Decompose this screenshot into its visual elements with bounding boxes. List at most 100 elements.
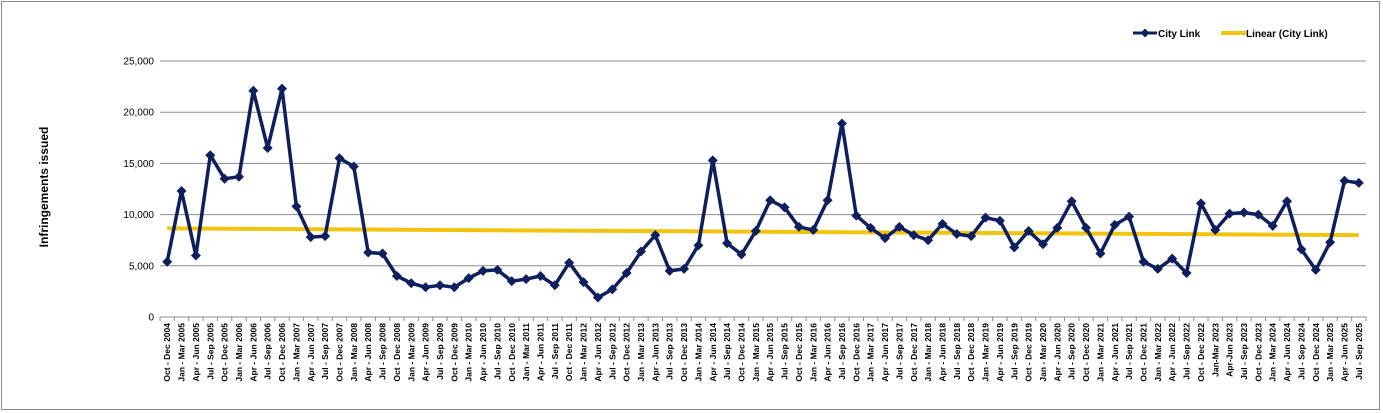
- data-point: [277, 83, 288, 94]
- x-tick-label: Jan - Mar 2007: [291, 323, 301, 382]
- data-point: [1253, 209, 1264, 220]
- y-axis-ticks: 0 5,000 10,000 15,000 20,000 25,000: [123, 57, 154, 324]
- x-tick-label: Jul - Sep 2015: [780, 323, 790, 380]
- x-tick-label: Jan - Mar 2018: [923, 323, 933, 382]
- x-tick-label: Jan - Mar 2017: [866, 323, 876, 382]
- data-point: [679, 263, 690, 274]
- data-point: [822, 195, 833, 206]
- data-point: [420, 282, 431, 293]
- x-tick-label: Oct - Dec 2019: [1024, 323, 1034, 382]
- y-tick-label: 15,000: [123, 159, 154, 170]
- x-tick-label: Jul - Sep 2022: [1182, 323, 1192, 380]
- x-tick-label: Jul - Sep 2021: [1124, 323, 1134, 380]
- x-tick-label: Jul - Sep 2010: [492, 323, 502, 380]
- data-point: [1066, 196, 1077, 207]
- y-tick-label: 5,000: [129, 261, 154, 272]
- x-tick-label: Apr - Jun 2006: [248, 323, 258, 382]
- data-point: [1095, 248, 1106, 259]
- legend-city-link-marker: [1140, 28, 1150, 38]
- data-point: [1339, 175, 1350, 186]
- x-tick-label: Apr - Jun 2021: [1110, 323, 1120, 382]
- x-tick-label: Apr-Jun 2023: [1225, 323, 1235, 377]
- data-point: [449, 282, 460, 293]
- y-tick-label: 0: [148, 313, 154, 324]
- x-tick-label: Jul - Sep 2013: [665, 323, 675, 380]
- data-point: [1052, 222, 1063, 233]
- x-tick-label: Oct - Dec 2021: [1138, 323, 1148, 382]
- data-point: [219, 173, 230, 184]
- data-point: [1009, 242, 1020, 253]
- data-point: [1210, 224, 1221, 235]
- data-point: [434, 280, 445, 291]
- x-tick-label: Jan - Mar 2006: [234, 323, 244, 382]
- x-tick-label: Oct - Dec 2007: [334, 323, 344, 382]
- x-tick-label: Jul - Sep 2023: [1239, 323, 1249, 380]
- x-tick-label: Jan - Mar 2010: [464, 323, 474, 382]
- x-tick-label: Jan-Mar 2023: [1210, 323, 1220, 377]
- data-point: [650, 230, 661, 241]
- data-point: [492, 264, 503, 275]
- x-tick-label: Jan - Mar 2005: [177, 323, 187, 382]
- x-tick-label: Oct - Dec 2005: [220, 323, 230, 382]
- data-point: [722, 238, 733, 249]
- x-tick-label: Oct - Dec 2013: [679, 323, 689, 382]
- trendline-line: [167, 226, 1359, 238]
- y-tick-label: 25,000: [123, 57, 154, 68]
- x-tick-label: Jul - Sep 2017: [894, 323, 904, 380]
- data-point: [707, 155, 718, 166]
- x-tick-label: Oct - Dec 2010: [507, 323, 517, 382]
- legend-city-link-label: City Link: [1158, 29, 1201, 40]
- x-tick-label: Oct - Dec 2006: [277, 323, 287, 382]
- x-tick-label: Oct - Dec 2016: [851, 323, 861, 382]
- data-point: [779, 202, 790, 213]
- data-point: [348, 161, 359, 172]
- x-tick-label: Jan - Mar 2024: [1268, 323, 1278, 382]
- x-tick-label: Apr - Jun 2020: [1052, 323, 1062, 382]
- data-point: [291, 201, 302, 212]
- x-tick-label: Jan - Mar 2009: [406, 323, 416, 382]
- x-tick-label: Oct - Dec 2004: [162, 323, 172, 382]
- x-tick-label: Jul - Sep 2006: [263, 323, 273, 380]
- data-point: [233, 171, 244, 182]
- data-point: [793, 221, 804, 232]
- x-tick-label: Oct - Dec 2009: [449, 323, 459, 382]
- x-tick-label: Jan - Mar 2008: [349, 323, 359, 382]
- x-tick-label: Apr - Jun 2012: [593, 323, 603, 382]
- data-point: [391, 271, 402, 282]
- data-point: [248, 85, 259, 96]
- data-point: [980, 212, 991, 223]
- data-point: [334, 153, 345, 164]
- data-point: [535, 271, 546, 282]
- data-point: [176, 186, 187, 197]
- x-tick-label: Apr - Jun 2018: [937, 323, 947, 382]
- data-point: [190, 250, 201, 261]
- data-point: [865, 222, 876, 233]
- data-point: [1353, 177, 1364, 188]
- x-tick-label: Jan - Mar 2016: [808, 323, 818, 382]
- x-tick-label: Apr - Jun 2017: [880, 323, 890, 382]
- data-point: [1224, 208, 1235, 219]
- legend-trend-label: Linear (City Link): [1246, 29, 1328, 40]
- data-point: [1152, 263, 1163, 274]
- y-axis-label: Infringements issued: [37, 127, 51, 248]
- x-axis-ticks: Oct - Dec 2004 Jan - Mar 2005 Apr - Jun 20…: [159, 317, 1367, 382]
- data-point: [1267, 220, 1278, 231]
- x-tick-label: Jul - Sep 2024: [1296, 323, 1306, 380]
- data-point: [621, 267, 632, 278]
- x-tick-label: Jul - Sep 2019: [1009, 323, 1019, 380]
- x-tick-label: Jan - Mar 2015: [751, 323, 761, 382]
- data-point: [908, 230, 919, 241]
- x-tick-label: Oct - Dec 2023: [1253, 323, 1263, 382]
- data-point: [664, 265, 675, 276]
- x-tick-label: Apr - Jun 2013: [650, 323, 660, 382]
- data-point: [1037, 239, 1048, 250]
- x-tick-label: Jul - Sep 2016: [837, 323, 847, 380]
- x-tick-label: Jul - Sep 2007: [320, 323, 330, 380]
- x-tick-label: Oct - Dec 2018: [966, 323, 976, 382]
- data-point: [205, 150, 216, 161]
- x-tick-label: Apr - Jun 2019: [995, 323, 1005, 382]
- x-tick-label: Jul - Sep 2008: [378, 323, 388, 380]
- x-tick-label: Oct - Dec 2024: [1311, 323, 1321, 382]
- data-point: [951, 229, 962, 240]
